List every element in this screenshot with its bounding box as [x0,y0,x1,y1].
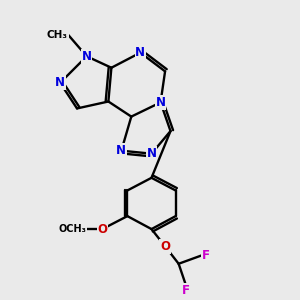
Text: N: N [55,76,65,89]
Text: N: N [82,50,92,63]
Text: OCH₃: OCH₃ [59,224,87,234]
Text: O: O [160,240,170,253]
Text: F: F [182,284,190,297]
Text: N: N [146,147,157,160]
Text: N: N [116,144,126,157]
Text: N: N [135,46,145,59]
Text: F: F [202,249,210,262]
Text: N: N [156,96,166,109]
Text: O: O [98,223,107,236]
Text: CH₃: CH₃ [47,30,68,40]
